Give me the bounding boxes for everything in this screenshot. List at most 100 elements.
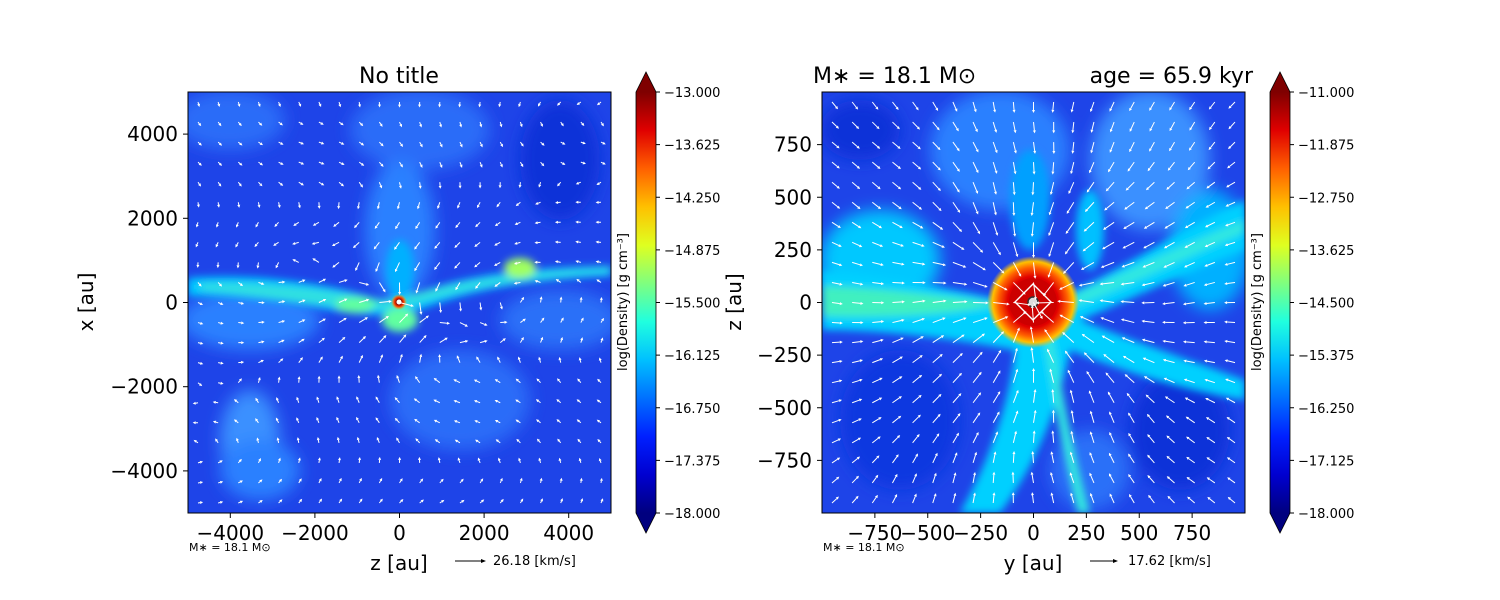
velocity-arrow-head: [1108, 169, 1111, 173]
velocity-arrow: [952, 301, 965, 303]
velocity-arrow: [578, 380, 582, 384]
velocity-arrow-head: [897, 415, 902, 419]
velocity-arrow-head: [597, 438, 601, 443]
velocity-arrow-head: [1126, 392, 1130, 397]
velocity-arrow: [197, 461, 201, 464]
velocity-arrow-head: [414, 246, 418, 250]
velocity-arrow-head: [1128, 493, 1132, 498]
velocity-arrow-head: [319, 498, 323, 502]
velocity-arrow-head: [1089, 452, 1093, 456]
velocity-arrow: [459, 161, 462, 166]
velocity-arrow-head: [1224, 359, 1228, 363]
velocity-arrow: [558, 101, 562, 104]
velocity-arrow: [498, 358, 501, 363]
velocity-arrow: [338, 161, 343, 164]
velocity-arrow-head: [1065, 230, 1069, 235]
velocity-arrow: [932, 395, 940, 404]
velocity-arrow: [1228, 398, 1236, 404]
velocity-arrow: [1012, 101, 1015, 110]
velocity-arrow-head: [838, 399, 843, 403]
velocity-arrow-head: [1185, 416, 1189, 420]
velocity-arrow-head: [580, 317, 584, 321]
y-tick-label: −750: [757, 448, 812, 472]
velocity-arrow: [456, 400, 461, 404]
velocity-arrow-head: [235, 244, 239, 248]
velocity-arrow-head: [1147, 474, 1151, 479]
colorbar-tick-label: −18.000: [1298, 507, 1354, 522]
velocity-arrow: [1208, 458, 1216, 464]
velocity-arrow: [1110, 141, 1115, 151]
velocity-arrow: [1165, 302, 1175, 305]
velocity-arrow-head: [415, 376, 418, 380]
velocity-arrow-head: [860, 340, 864, 344]
velocity-arrow-head: [578, 457, 582, 462]
velocity-arrow-head: [240, 360, 245, 364]
velocity-arrow: [258, 181, 261, 185]
velocity-arrow: [1049, 202, 1055, 213]
velocity-arrow-head: [400, 164, 403, 168]
velocity-arrow-head: [575, 220, 579, 224]
velocity-arrow: [1110, 101, 1115, 110]
velocity-arrow-head: [200, 341, 204, 345]
velocity-arrow: [1048, 262, 1055, 276]
velocity-arrow-head: [339, 498, 343, 502]
velocity-arrow: [952, 101, 957, 110]
velocity-arrow: [932, 336, 942, 344]
velocity-arrow-head: [1051, 430, 1055, 434]
velocity-arrow: [1227, 221, 1236, 226]
velocity-arrow: [338, 181, 343, 185]
velocity-arrow-head: [1063, 270, 1067, 274]
velocity-arrow: [598, 400, 602, 404]
velocity-arrow-head: [439, 124, 443, 128]
velocity-arrow-head: [836, 205, 841, 209]
velocity-arrow-head: [917, 166, 922, 170]
velocity-arrow-head: [439, 309, 443, 314]
velocity-arrow: [297, 399, 300, 403]
velocity-arrow: [356, 262, 360, 269]
velocity-arrow-head: [1099, 282, 1103, 286]
velocity-arrow-head: [456, 355, 460, 359]
velocity-arrow-head: [215, 438, 219, 442]
velocity-arrow-head: [1204, 244, 1209, 248]
velocity-arrow-head: [1043, 292, 1047, 297]
colorbar-tick-label: −16.750: [664, 402, 720, 417]
velocity-arrow-head: [195, 224, 199, 228]
velocity-arrow-head: [558, 457, 562, 462]
velocity-arrow-head: [1186, 186, 1190, 190]
velocity-arrow: [498, 460, 501, 464]
velocity-arrow: [600, 121, 603, 125]
velocity-arrow-head: [261, 340, 265, 344]
velocity-arrow: [458, 202, 461, 207]
velocity-arrow: [396, 222, 400, 227]
velocity-arrow: [318, 181, 322, 185]
velocity-arrow-head: [477, 204, 480, 209]
velocity-arrow-head: [1143, 376, 1148, 379]
velocity-arrow-head: [521, 336, 524, 341]
velocity-arrow-head: [357, 206, 360, 210]
velocity-arrow-head: [959, 352, 963, 357]
velocity-arrow-head: [600, 337, 604, 341]
velocity-arrow-head: [560, 123, 564, 127]
velocity-arrow: [378, 480, 382, 484]
velocity-arrow-head: [1164, 396, 1169, 400]
velocity-arrow-head: [394, 417, 398, 422]
velocity-arrow: [496, 282, 501, 286]
velocity-arrow-head: [535, 201, 539, 205]
velocity-arrow-head: [259, 142, 263, 146]
velocity-arrow-head: [595, 240, 599, 244]
velocity-arrow-head: [331, 243, 336, 246]
velocity-arrow-head: [975, 432, 979, 436]
velocity-arrow: [912, 455, 917, 464]
velocity-arrow-head: [993, 212, 997, 216]
velocity-arrow: [1052, 101, 1055, 110]
velocity-arrow-head: [1224, 320, 1228, 324]
velocity-arrow-head: [1012, 212, 1016, 217]
velocity-arrow: [1186, 360, 1195, 364]
velocity-arrow: [932, 281, 944, 284]
velocity-arrow: [892, 201, 900, 208]
velocity-arrow-head: [375, 268, 379, 272]
velocity-arrow-head: [1225, 397, 1230, 401]
velocity-arrow: [519, 480, 522, 484]
velocity-arrow-head: [917, 146, 921, 150]
velocity-arrow-head: [256, 437, 260, 441]
